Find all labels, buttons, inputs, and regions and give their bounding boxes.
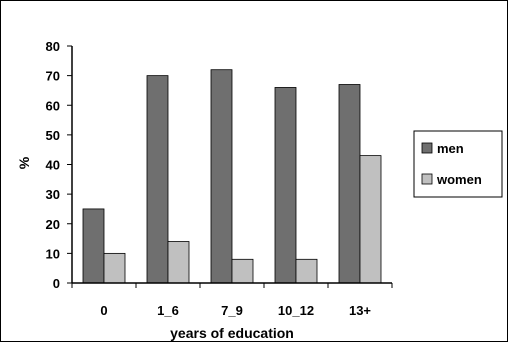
bar-men-13+ <box>338 84 361 284</box>
y-tick-label: 10 <box>46 246 60 261</box>
y-tick-label: 50 <box>46 128 60 143</box>
bar-women-7_9 <box>231 258 254 284</box>
legend-box <box>413 130 503 198</box>
bar-women-0 <box>103 252 126 284</box>
bar-women-13+ <box>359 155 382 284</box>
bar-men-10_12 <box>274 87 297 284</box>
y-tick-label: 0 <box>53 276 60 291</box>
x-tick-label: 13+ <box>349 303 371 318</box>
legend-swatch-women <box>421 173 433 185</box>
y-tick-label: 20 <box>46 217 60 232</box>
x-axis-ticks: 0 1_6 7_9 10_12 13+ <box>71 283 393 318</box>
bar-men-0 <box>82 208 105 284</box>
x-tick-label: 10_12 <box>278 303 314 318</box>
legend-swatch-men <box>421 142 433 154</box>
y-tick-label: 30 <box>46 187 60 202</box>
y-tick-label: 40 <box>46 158 60 173</box>
y-axis-ticks: 0 10 20 30 40 50 60 70 80 <box>46 39 72 291</box>
x-axis-title: years of education <box>170 325 294 341</box>
bar-women-1_6 <box>167 241 190 284</box>
y-tick-label: 80 <box>46 39 60 54</box>
legend-label-men: men <box>437 141 464 156</box>
x-tick-label: 0 <box>100 303 107 318</box>
legend: men women <box>413 130 503 198</box>
bar-women-10_12 <box>295 258 318 284</box>
bar-men-7_9 <box>210 69 233 284</box>
bars <box>82 69 382 284</box>
x-tick-label: 7_9 <box>221 303 243 318</box>
y-tick-label: 60 <box>46 98 60 113</box>
y-axis-title: % <box>16 156 32 169</box>
bar-men-1_6 <box>146 75 169 284</box>
legend-label-women: women <box>436 172 482 187</box>
y-tick-label: 70 <box>46 69 60 84</box>
x-tick-label: 1_6 <box>157 303 179 318</box>
